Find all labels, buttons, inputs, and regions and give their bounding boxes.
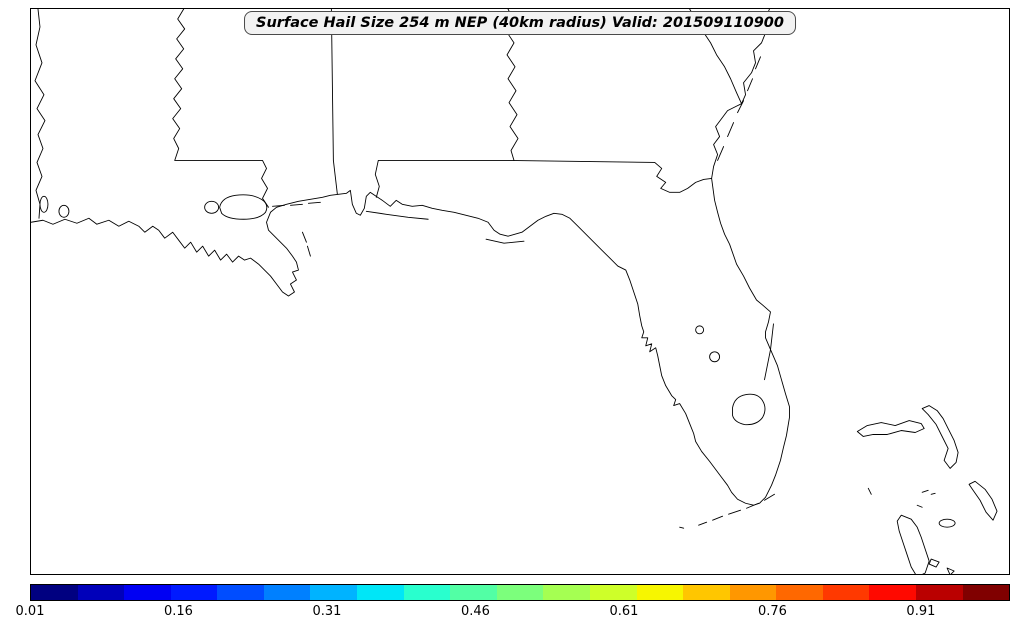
state-border-florida-north — [375, 160, 711, 197]
lake-maurepas — [205, 201, 219, 213]
colorbar-tick-label: 0.16 — [164, 604, 193, 619]
lake-central-florida-1 — [696, 326, 704, 334]
colorbar-tick-label: 0.46 — [460, 604, 490, 619]
island-new-providence — [939, 519, 955, 527]
map-plot-area: Surface Hail Size 254 m NEP (40km radius… — [30, 8, 1010, 575]
lake-central-florida-2 — [710, 352, 720, 362]
colorbar-tick-labels: 0.01 0.16 0.31 0.46 0.61 0.76 0.91 — [16, 604, 1010, 624]
colorbar-tick-label: 0.31 — [312, 604, 342, 619]
island-eleuthera — [969, 481, 997, 520]
barrier-islands-atlantic — [718, 13, 780, 380]
map-title-box: Surface Hail Size 254 m NEP (40km radius… — [244, 11, 796, 35]
map-title: Surface Hail Size 254 m NEP (40km radius… — [256, 15, 784, 31]
sabine-lake — [40, 196, 48, 212]
state-border-mississippi-alabama — [331, 9, 337, 194]
colorbar-tick-label: 0.76 — [757, 604, 787, 619]
state-border-louisiana-west — [35, 9, 45, 218]
calcasieu-lake — [59, 205, 69, 217]
island-grand-bahama — [857, 421, 924, 437]
colorbar-gradient — [31, 585, 1009, 600]
colorbar-tick-label: 0.61 — [609, 604, 639, 619]
colorbar — [30, 584, 1010, 601]
state-border-mississippi-river-and-pearl — [173, 9, 269, 207]
island-small-cays — [868, 488, 954, 574]
florida-keys-islands — [680, 494, 775, 528]
lake-pontchartrain — [220, 195, 267, 219]
barrier-islands-gulf — [273, 202, 524, 256]
island-abaco — [922, 406, 958, 469]
coastline-map — [31, 9, 1009, 574]
coastline-path — [31, 9, 789, 505]
island-andros — [897, 515, 929, 574]
colorbar-tick-label: 0.91 — [906, 604, 936, 619]
colorbar-tick-label: 0.01 — [15, 604, 45, 619]
lake-okeechobee — [733, 394, 765, 424]
